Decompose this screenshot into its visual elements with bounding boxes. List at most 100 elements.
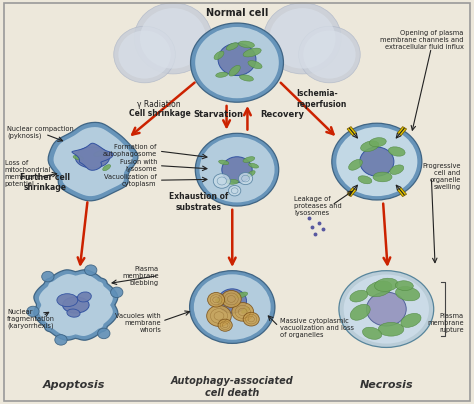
Ellipse shape bbox=[226, 179, 238, 184]
Ellipse shape bbox=[396, 286, 419, 301]
Ellipse shape bbox=[218, 43, 256, 76]
Ellipse shape bbox=[221, 290, 241, 307]
Polygon shape bbox=[397, 126, 407, 136]
Polygon shape bbox=[54, 127, 133, 196]
Ellipse shape bbox=[332, 123, 422, 200]
Ellipse shape bbox=[195, 133, 279, 206]
Text: Nuclear compaction
(pyknosis): Nuclear compaction (pyknosis) bbox=[7, 126, 74, 139]
Ellipse shape bbox=[363, 327, 382, 339]
Ellipse shape bbox=[200, 137, 274, 202]
Ellipse shape bbox=[350, 304, 370, 320]
Ellipse shape bbox=[194, 274, 271, 340]
Ellipse shape bbox=[350, 290, 368, 302]
Ellipse shape bbox=[140, 8, 206, 69]
Ellipse shape bbox=[55, 335, 67, 345]
Ellipse shape bbox=[269, 8, 336, 69]
Ellipse shape bbox=[67, 309, 80, 317]
Ellipse shape bbox=[395, 281, 413, 290]
Ellipse shape bbox=[337, 127, 417, 196]
Ellipse shape bbox=[228, 185, 241, 196]
Ellipse shape bbox=[219, 160, 229, 165]
Ellipse shape bbox=[358, 176, 372, 184]
Ellipse shape bbox=[226, 43, 238, 50]
Ellipse shape bbox=[366, 292, 406, 326]
Ellipse shape bbox=[94, 151, 105, 156]
Ellipse shape bbox=[374, 278, 398, 291]
Ellipse shape bbox=[222, 157, 252, 183]
Ellipse shape bbox=[303, 31, 356, 79]
Ellipse shape bbox=[213, 174, 230, 188]
Ellipse shape bbox=[98, 328, 110, 339]
Ellipse shape bbox=[236, 292, 247, 298]
Ellipse shape bbox=[110, 287, 123, 298]
Ellipse shape bbox=[216, 72, 228, 77]
Ellipse shape bbox=[299, 26, 360, 83]
Ellipse shape bbox=[27, 306, 39, 317]
Ellipse shape bbox=[191, 23, 283, 102]
Ellipse shape bbox=[344, 275, 429, 343]
Ellipse shape bbox=[215, 299, 226, 303]
Ellipse shape bbox=[207, 305, 231, 326]
Polygon shape bbox=[397, 187, 407, 197]
Text: Leakage of
proteases and
lysosomes: Leakage of proteases and lysosomes bbox=[294, 196, 342, 216]
Ellipse shape bbox=[238, 173, 253, 185]
Ellipse shape bbox=[243, 48, 261, 57]
Ellipse shape bbox=[369, 138, 386, 147]
Ellipse shape bbox=[195, 27, 279, 98]
Polygon shape bbox=[34, 270, 118, 340]
Ellipse shape bbox=[238, 41, 255, 48]
Ellipse shape bbox=[208, 292, 225, 307]
Text: Vacuolization of
cytoplasm: Vacuolization of cytoplasm bbox=[103, 175, 156, 187]
Ellipse shape bbox=[84, 265, 97, 276]
Text: Fusion with
lysosome: Fusion with lysosome bbox=[120, 159, 157, 172]
Text: Vacuoles with
membrane
whorls: Vacuoles with membrane whorls bbox=[115, 313, 161, 333]
Ellipse shape bbox=[42, 271, 54, 282]
Ellipse shape bbox=[239, 75, 254, 81]
Ellipse shape bbox=[248, 61, 262, 69]
Ellipse shape bbox=[218, 289, 246, 313]
Ellipse shape bbox=[366, 281, 392, 297]
Text: Normal cell: Normal cell bbox=[206, 8, 268, 18]
Text: Exhaustion of
substrates: Exhaustion of substrates bbox=[169, 192, 229, 212]
Ellipse shape bbox=[232, 303, 254, 321]
Ellipse shape bbox=[214, 51, 224, 59]
Ellipse shape bbox=[229, 65, 240, 76]
Polygon shape bbox=[39, 274, 113, 336]
Text: Apoptosis: Apoptosis bbox=[42, 380, 105, 389]
Text: Massive cytoplasmic
vacuolization and loss
of organelles: Massive cytoplasmic vacuolization and lo… bbox=[280, 318, 354, 338]
Text: Further cell
shrinkage: Further cell shrinkage bbox=[20, 173, 70, 192]
Ellipse shape bbox=[77, 292, 91, 302]
Text: Loss of
mitochondrial
membrane
potential: Loss of mitochondrial membrane potential bbox=[5, 160, 51, 187]
Ellipse shape bbox=[390, 165, 404, 175]
Ellipse shape bbox=[243, 312, 259, 326]
Text: Ischemia-
reperfusion: Ischemia- reperfusion bbox=[296, 89, 346, 109]
Ellipse shape bbox=[218, 319, 232, 331]
Ellipse shape bbox=[361, 141, 379, 152]
Text: Recovery: Recovery bbox=[260, 110, 304, 119]
Text: Opening of plasma
membrane channels and
extracellular fluid influx: Opening of plasma membrane channels and … bbox=[380, 30, 464, 50]
Ellipse shape bbox=[114, 26, 175, 83]
Text: γ Radiation: γ Radiation bbox=[137, 100, 181, 109]
Ellipse shape bbox=[339, 271, 434, 347]
Text: Starvation: Starvation bbox=[193, 110, 243, 119]
Ellipse shape bbox=[348, 160, 363, 170]
Ellipse shape bbox=[373, 172, 392, 182]
Ellipse shape bbox=[190, 271, 275, 343]
Ellipse shape bbox=[249, 163, 258, 168]
Text: Nuclear
fragmentation
(karyorrhexis): Nuclear fragmentation (karyorrhexis) bbox=[7, 309, 55, 329]
Ellipse shape bbox=[388, 147, 405, 156]
Text: Autophagy-associated
cell death: Autophagy-associated cell death bbox=[171, 376, 293, 398]
Text: Plasma
membrane
blebbing: Plasma membrane blebbing bbox=[122, 265, 159, 286]
Ellipse shape bbox=[247, 171, 255, 177]
Text: Formation of
autophagosome: Formation of autophagosome bbox=[102, 144, 156, 157]
Ellipse shape bbox=[57, 294, 78, 307]
Polygon shape bbox=[347, 187, 356, 197]
Ellipse shape bbox=[103, 165, 110, 170]
Ellipse shape bbox=[264, 3, 341, 74]
Text: Cell shrinkage: Cell shrinkage bbox=[129, 109, 191, 118]
Polygon shape bbox=[347, 126, 356, 136]
Text: Necrosis: Necrosis bbox=[359, 380, 413, 389]
Ellipse shape bbox=[242, 307, 249, 313]
Text: Progressive
cell and
organelle
swelling: Progressive cell and organelle swelling bbox=[422, 164, 461, 190]
Ellipse shape bbox=[401, 314, 421, 327]
